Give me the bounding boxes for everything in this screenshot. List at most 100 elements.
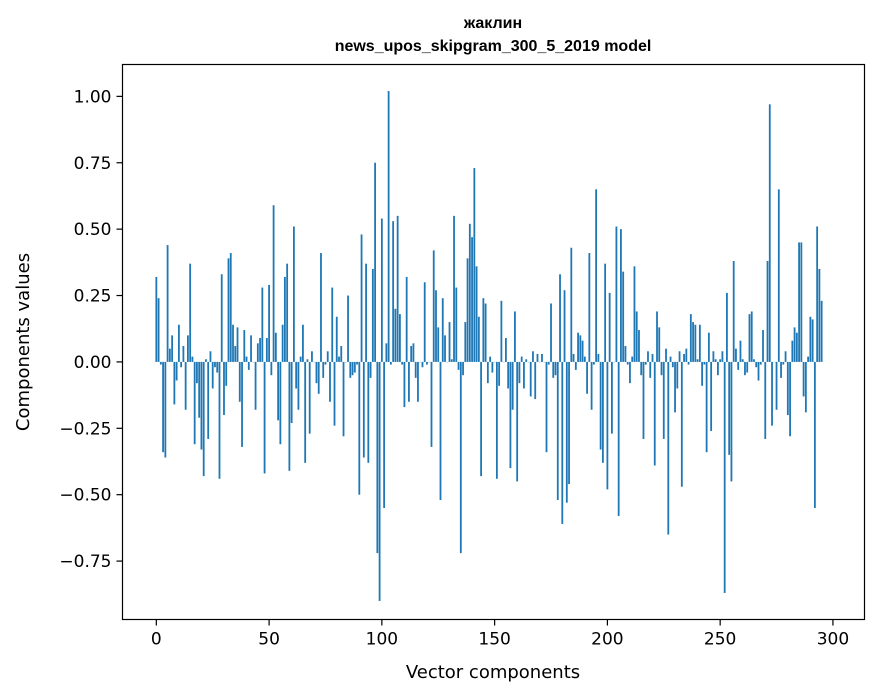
bar-68 (308, 361, 311, 434)
bar-289 (807, 356, 810, 362)
bar-280 (786, 361, 789, 416)
bar-236 (687, 361, 690, 365)
bar-58 (286, 263, 289, 362)
bar-8 (173, 361, 176, 405)
bar-54 (277, 361, 280, 421)
bar-18 (196, 361, 198, 384)
bar-128 (444, 335, 446, 362)
bar-276 (777, 189, 780, 362)
bar-164 (525, 359, 528, 362)
bar-142 (475, 266, 478, 362)
bar-0 (155, 276, 158, 362)
bar-144 (480, 361, 482, 477)
bar-80 (335, 316, 338, 362)
bar-26 (214, 361, 216, 368)
bar-155 (505, 338, 507, 362)
bar-153 (500, 300, 503, 362)
bar-259 (739, 340, 742, 362)
bar-103 (387, 91, 390, 362)
bar-261 (744, 361, 746, 376)
bar-112 (408, 361, 410, 402)
bar-60 (290, 361, 293, 423)
bar-253 (726, 292, 728, 362)
bar-200 (606, 361, 609, 490)
bar-151 (495, 361, 498, 479)
bar-7 (171, 335, 174, 362)
bar-288 (804, 361, 807, 413)
bar-74 (322, 361, 325, 378)
bar-277 (780, 361, 782, 378)
bar-295 (820, 300, 823, 362)
bar-231 (676, 361, 679, 389)
bar-241 (698, 324, 701, 362)
bar-114 (412, 343, 415, 362)
bar-113 (410, 345, 413, 362)
bar-281 (789, 361, 791, 437)
bar-230 (674, 361, 676, 413)
bar-49 (265, 338, 268, 362)
bar-147 (486, 361, 489, 384)
bar-287 (802, 361, 805, 397)
bar-138 (466, 258, 469, 362)
bar-72 (317, 361, 320, 394)
bar-47 (261, 287, 264, 362)
bar-174 (547, 361, 550, 365)
chart-title: жаклин (463, 15, 522, 32)
bar-31 (225, 361, 228, 386)
bar-176 (552, 361, 555, 378)
bar-194 (592, 361, 595, 365)
bar-234 (683, 353, 685, 362)
y-tick-label: 0.50 (74, 220, 112, 240)
bar-193 (590, 361, 593, 410)
bar-244 (705, 361, 708, 453)
bar-59 (288, 361, 291, 471)
bar-293 (816, 226, 819, 362)
bar-266 (755, 361, 758, 368)
bar-48 (263, 361, 266, 474)
bar-161 (518, 361, 521, 384)
bar-118 (421, 361, 424, 368)
bar-226 (665, 348, 667, 362)
bar-243 (703, 361, 706, 365)
bar-249 (717, 361, 719, 376)
bar-110 (403, 361, 406, 408)
bar-50 (268, 284, 270, 362)
bar-185 (572, 353, 575, 362)
bar-81 (338, 356, 340, 362)
bar-175 (550, 303, 552, 362)
bar-6 (168, 348, 171, 362)
bar-99 (378, 361, 381, 601)
bar-198 (601, 361, 604, 463)
bar-256 (732, 261, 735, 362)
bar-15 (189, 263, 192, 362)
bar-263 (748, 314, 751, 362)
x-ticks-group: 0 50 100 150 200 250 300 (151, 619, 849, 650)
bar-212 (633, 266, 636, 362)
bar-166 (529, 361, 532, 397)
bar-199 (604, 263, 607, 362)
bar-130 (448, 322, 451, 362)
bar-143 (477, 316, 480, 362)
bar-82 (340, 345, 343, 362)
bar-22 (205, 359, 207, 362)
bar-215 (640, 361, 643, 376)
bar-77 (329, 361, 331, 402)
bar-102 (385, 343, 388, 362)
bar-64 (299, 356, 302, 362)
bar-248 (714, 359, 717, 362)
bar-65 (302, 324, 304, 362)
bar-71 (315, 361, 318, 384)
bar-104 (389, 361, 392, 365)
bar-171 (541, 353, 543, 362)
bar-85 (347, 295, 349, 362)
bar-260 (741, 359, 744, 362)
bar-120 (426, 361, 428, 365)
bar-35 (234, 345, 237, 362)
bar-242 (701, 361, 704, 386)
bar-285 (798, 242, 800, 362)
bar-205 (617, 361, 620, 516)
bar-88 (353, 361, 356, 373)
bar-145 (482, 298, 485, 362)
bar-286 (800, 242, 803, 362)
bar-14 (187, 335, 189, 362)
